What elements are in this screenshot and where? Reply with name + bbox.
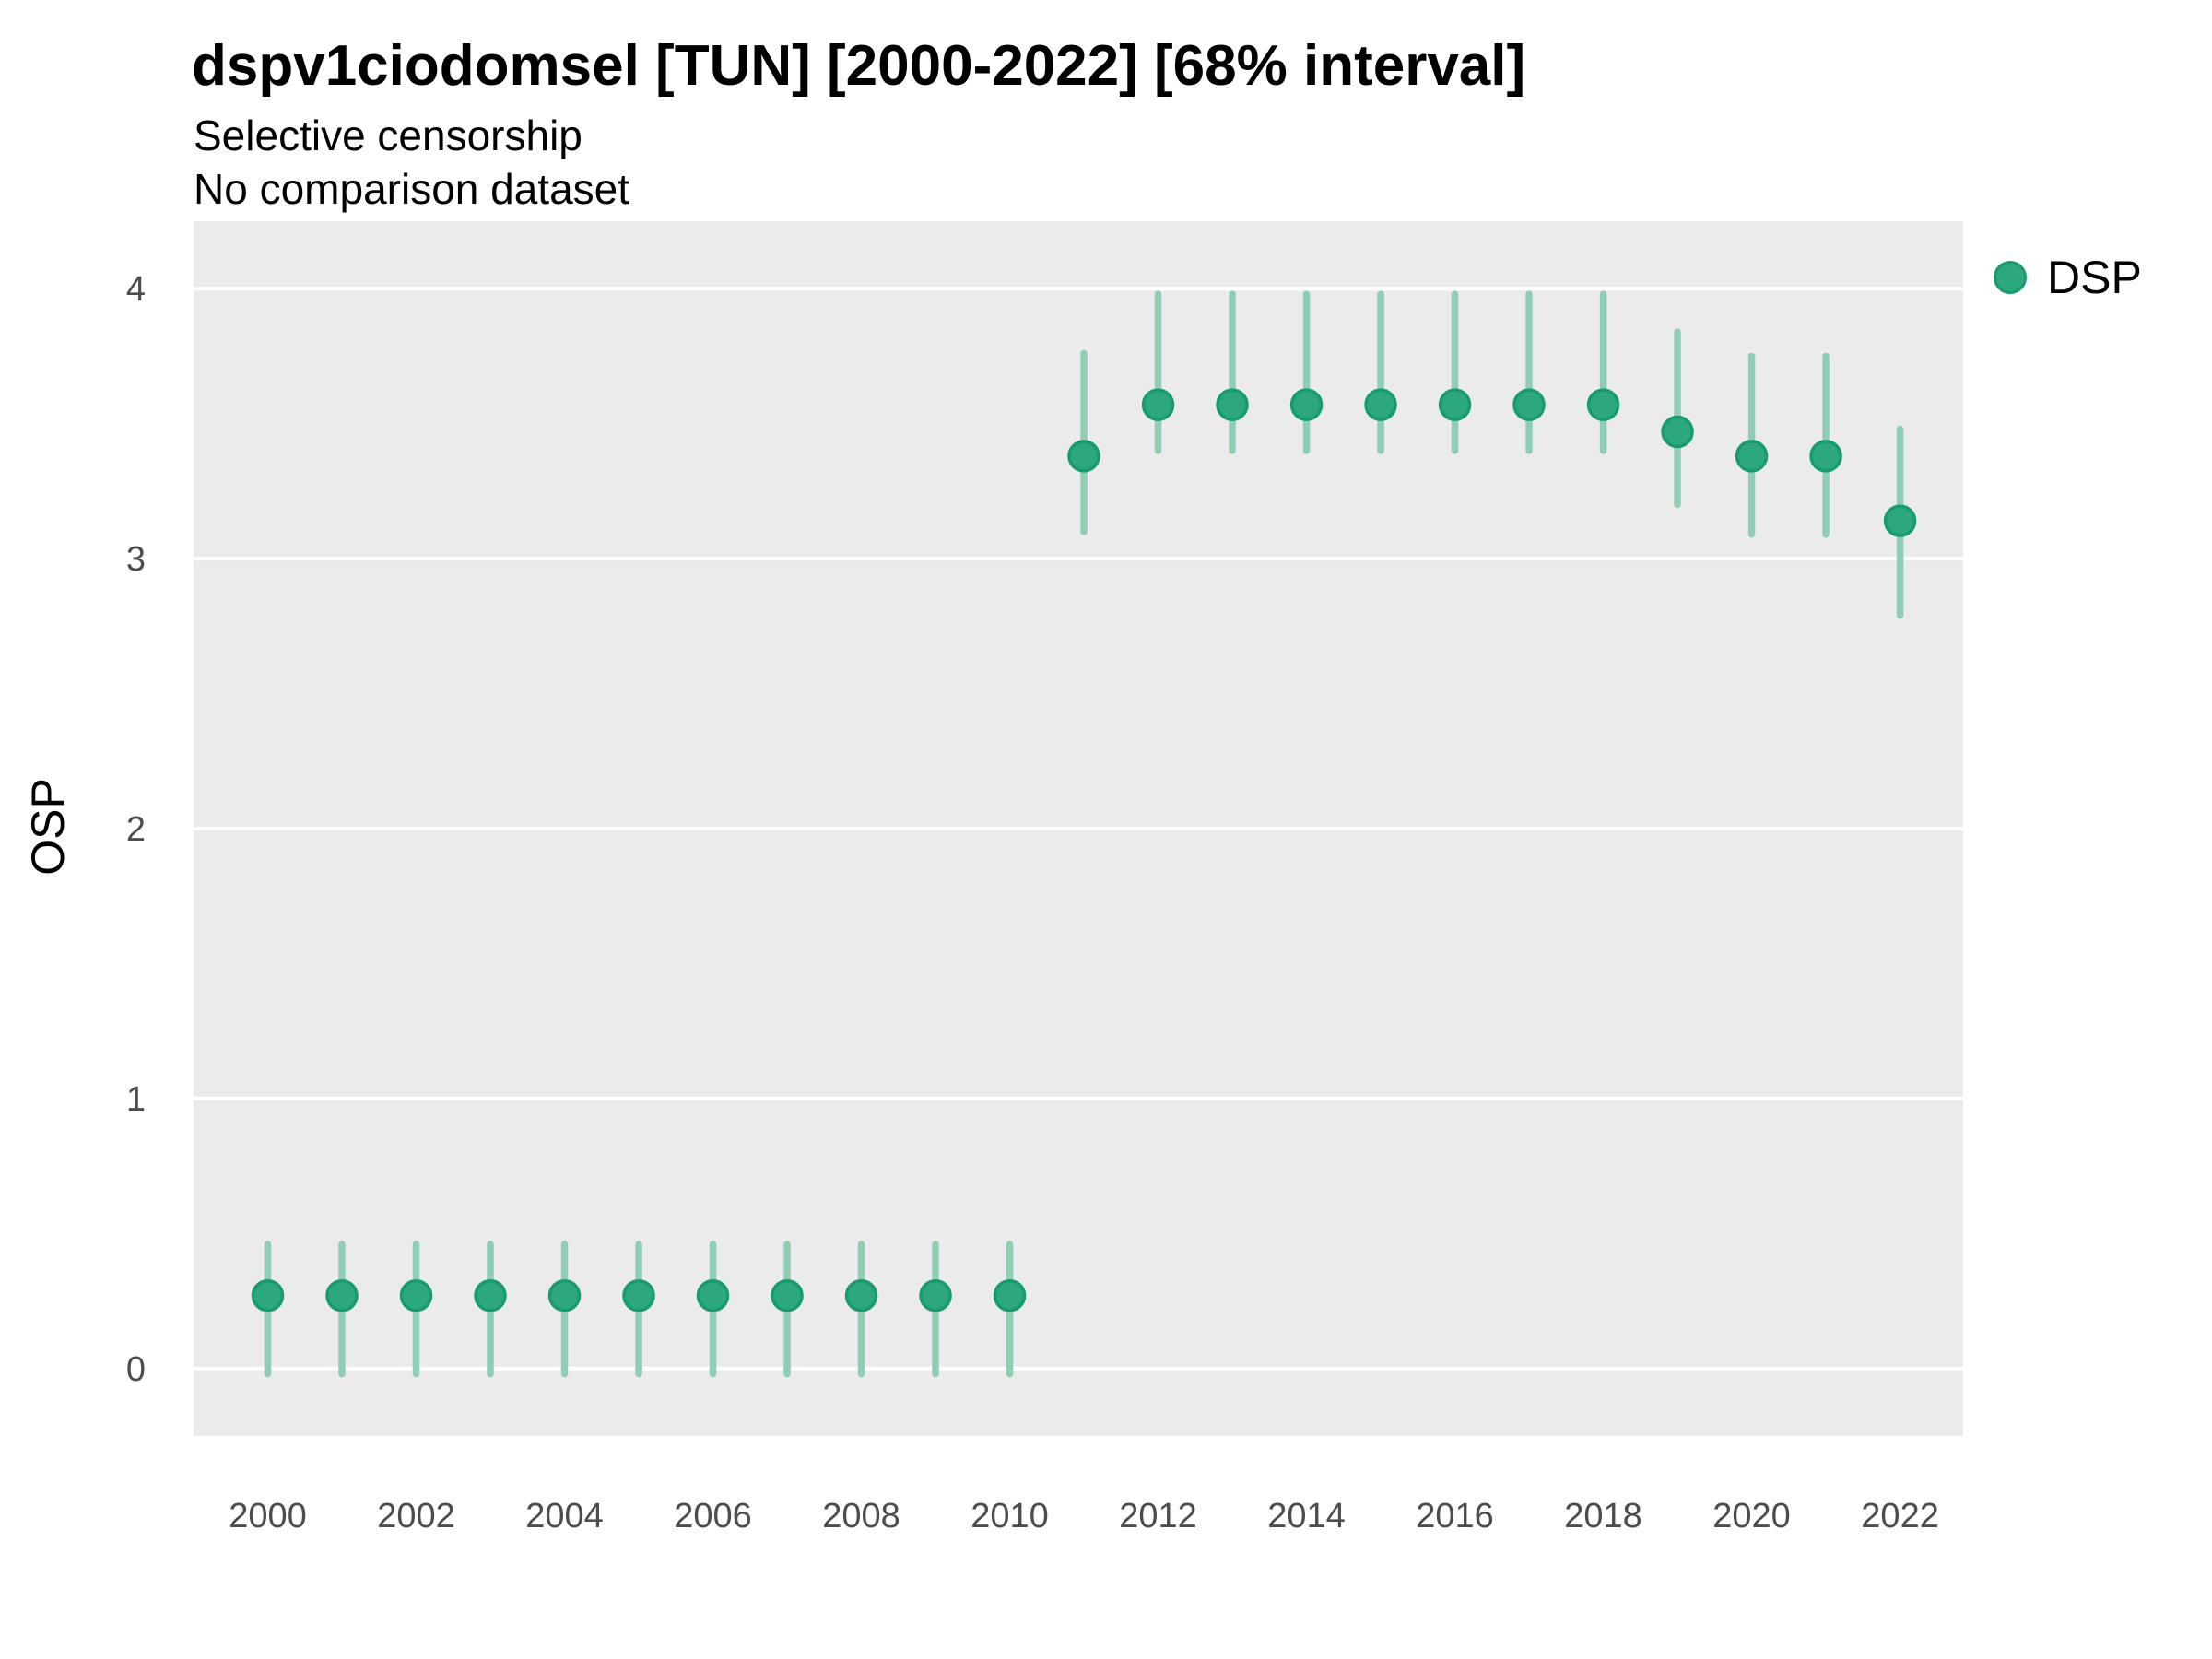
- x-tick-label: 2022: [1861, 1497, 1939, 1535]
- data-point-2008: [844, 1278, 878, 1312]
- data-point-2012: [1141, 388, 1175, 421]
- data-point-2001: [325, 1278, 359, 1312]
- y-tick-label: 2: [126, 810, 146, 849]
- x-tick-label: 2002: [377, 1497, 455, 1535]
- x-tick-label: 2016: [1416, 1497, 1494, 1535]
- data-point-2013: [1216, 388, 1249, 421]
- data-point-2016: [1438, 388, 1472, 421]
- data-point-2003: [474, 1278, 507, 1312]
- data-point-2002: [399, 1278, 433, 1312]
- data-point-2011: [1067, 440, 1100, 473]
- y-tick-label: 3: [126, 540, 146, 579]
- data-point-2022: [1883, 504, 1917, 537]
- chart-subtitle: Selective censorship: [194, 112, 582, 159]
- x-tick-label: 2012: [1119, 1497, 1197, 1535]
- data-point-2018: [1586, 388, 1620, 421]
- legend: DSP: [1994, 254, 2142, 300]
- legend-label: DSP: [2047, 252, 2142, 303]
- data-point-2000: [251, 1278, 285, 1312]
- data-point-2021: [1809, 440, 1842, 473]
- data-point-2020: [1735, 440, 1769, 473]
- data-point-2017: [1512, 388, 1546, 421]
- data-point-2009: [919, 1278, 952, 1312]
- data-point-2019: [1661, 415, 1694, 449]
- x-tick-label: 2020: [1712, 1497, 1791, 1535]
- data-point-2010: [993, 1278, 1027, 1312]
- data-point-2007: [771, 1278, 804, 1312]
- x-tick-label: 2000: [229, 1497, 307, 1535]
- chart-note: No comparison dataset: [194, 165, 630, 213]
- x-tick-label: 2004: [525, 1497, 604, 1535]
- legend-marker-icon: [1994, 261, 2027, 294]
- data-point-2005: [622, 1278, 655, 1312]
- x-tick-label: 2018: [1564, 1497, 1642, 1535]
- y-tick-label: 1: [126, 1080, 146, 1119]
- x-tick-label: 2008: [822, 1497, 900, 1535]
- data-point-2014: [1289, 388, 1324, 421]
- chart-title: dspv1ciodomsel [TUN] [2000-2022] [68% in…: [192, 34, 1526, 98]
- x-tick-label: 2010: [971, 1497, 1049, 1535]
- x-tick-label: 2006: [674, 1497, 752, 1535]
- x-tick-label: 2014: [1267, 1497, 1346, 1535]
- data-point-2015: [1364, 388, 1397, 421]
- data-point-2004: [547, 1278, 582, 1312]
- data-point-2006: [696, 1278, 730, 1312]
- y-tick-label: 0: [126, 1350, 146, 1389]
- y-tick-label: 4: [126, 270, 146, 309]
